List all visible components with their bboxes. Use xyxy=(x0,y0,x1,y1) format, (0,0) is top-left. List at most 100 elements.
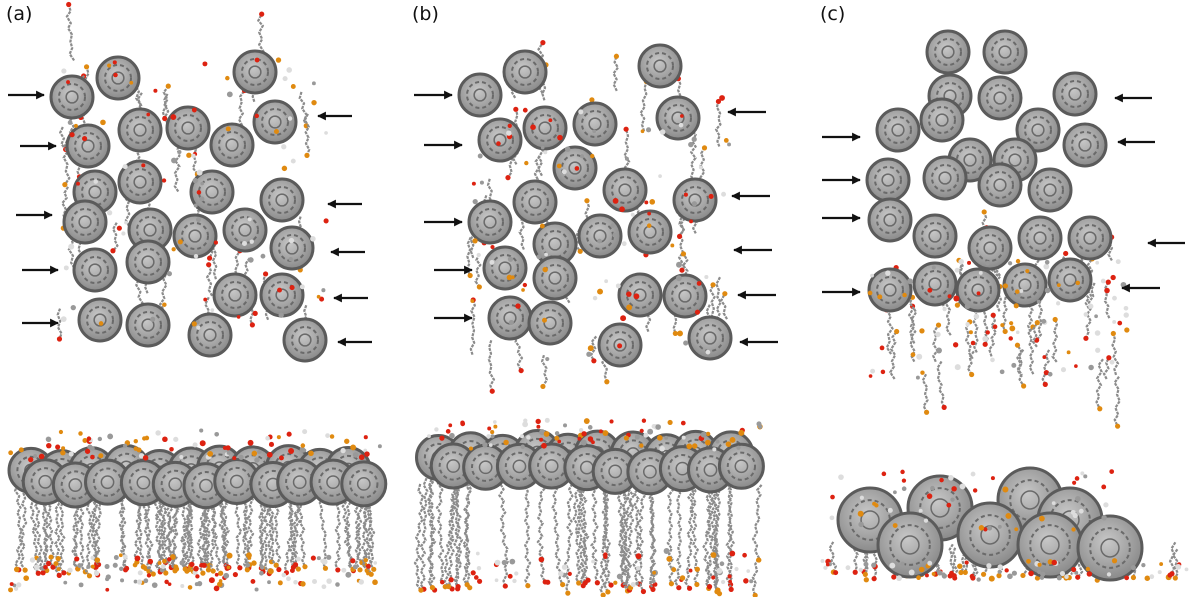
atom xyxy=(557,135,563,141)
atom xyxy=(977,291,981,295)
atom xyxy=(712,447,716,451)
alkyl-chain xyxy=(753,485,762,596)
atom xyxy=(277,435,281,439)
atom xyxy=(350,558,355,563)
atom xyxy=(957,564,962,569)
head-group xyxy=(296,566,301,571)
atom xyxy=(124,221,128,225)
fullerene xyxy=(1069,217,1111,259)
atom xyxy=(846,565,851,570)
atom xyxy=(881,370,885,374)
atom xyxy=(158,561,162,565)
atom xyxy=(495,560,501,566)
atom xyxy=(967,261,971,265)
atom xyxy=(1080,471,1084,475)
head-group xyxy=(970,575,975,580)
atom xyxy=(864,577,869,582)
atom xyxy=(330,434,334,438)
atom xyxy=(539,438,543,442)
head-group xyxy=(894,329,899,334)
atom xyxy=(581,431,586,436)
fullerene xyxy=(479,119,521,161)
fullerene xyxy=(1019,217,1061,259)
page: (a) (b) (c) (() => { const data = JSON.p… xyxy=(0,0,1197,597)
atom xyxy=(43,565,48,570)
atom xyxy=(480,181,484,185)
atom xyxy=(603,555,607,559)
atom xyxy=(701,432,707,438)
atom xyxy=(721,192,726,197)
atom xyxy=(544,431,550,437)
atom xyxy=(1009,326,1015,332)
atom xyxy=(1095,330,1101,336)
atom xyxy=(290,568,295,573)
head-group xyxy=(872,576,877,581)
alkyl-chain xyxy=(415,484,423,590)
atom xyxy=(472,182,476,186)
atom xyxy=(98,453,103,458)
atom xyxy=(951,486,956,491)
atom xyxy=(287,432,292,437)
head-group xyxy=(1111,331,1116,336)
atom xyxy=(726,441,732,447)
atom xyxy=(671,567,676,572)
atom xyxy=(359,454,365,460)
head-group xyxy=(84,64,89,69)
head-group xyxy=(446,584,451,589)
atom xyxy=(749,579,753,583)
alkyl-chain xyxy=(721,294,727,319)
atom xyxy=(990,358,995,363)
atom xyxy=(353,564,358,569)
atom xyxy=(586,352,591,357)
atom xyxy=(99,321,104,326)
atom xyxy=(597,239,602,244)
atom xyxy=(232,456,236,460)
atom xyxy=(955,268,960,273)
atom xyxy=(28,457,33,462)
atom xyxy=(162,559,167,564)
atom xyxy=(472,238,477,243)
atom xyxy=(545,580,550,585)
head-group xyxy=(650,587,655,592)
atom xyxy=(1088,304,1093,309)
atom xyxy=(939,478,944,483)
atom xyxy=(1101,515,1106,520)
atom xyxy=(558,571,564,577)
atom xyxy=(170,114,176,120)
atom xyxy=(1015,289,1020,294)
fullerene xyxy=(574,103,616,145)
atom xyxy=(1158,570,1162,574)
atom xyxy=(317,556,321,560)
atom xyxy=(440,580,445,585)
atom xyxy=(1086,567,1090,571)
atom xyxy=(932,572,936,576)
atom xyxy=(470,299,474,303)
alkyl-chain xyxy=(15,485,21,570)
atom xyxy=(113,563,118,568)
atom xyxy=(138,570,143,575)
atom xyxy=(1026,559,1031,564)
atom xyxy=(76,182,80,186)
atom xyxy=(121,231,125,235)
atom xyxy=(290,285,295,290)
atom xyxy=(1060,571,1065,576)
atom xyxy=(593,296,597,300)
head-group xyxy=(166,84,171,89)
atom xyxy=(591,560,595,564)
head-group xyxy=(263,271,268,276)
atom xyxy=(1028,571,1034,577)
head-group xyxy=(418,588,423,593)
atom xyxy=(482,442,487,447)
fullerene xyxy=(979,164,1021,206)
atom xyxy=(286,576,291,581)
atom xyxy=(925,573,929,577)
atom xyxy=(1141,563,1145,567)
atom xyxy=(680,114,684,118)
head-group xyxy=(1115,424,1120,429)
atom xyxy=(1103,502,1108,507)
atom xyxy=(291,159,296,164)
atom xyxy=(86,564,90,568)
atom xyxy=(203,298,207,302)
atom xyxy=(1014,303,1019,308)
atom xyxy=(335,582,340,587)
